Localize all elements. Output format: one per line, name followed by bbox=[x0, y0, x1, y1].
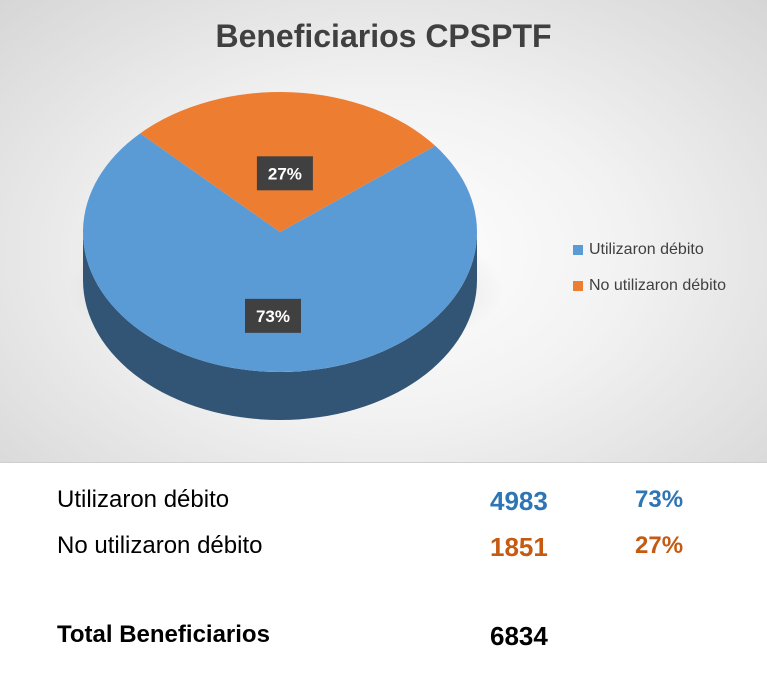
chart-title: Beneficiarios CPSPTF bbox=[215, 18, 552, 54]
summary-label: No utilizaron débito bbox=[57, 532, 263, 559]
legend-label-utilizaron: Utilizaron débito bbox=[589, 241, 704, 258]
legend-swatch-no-utilizaron bbox=[573, 281, 583, 291]
pie-side-0 bbox=[83, 232, 477, 420]
total-value: 6834 bbox=[490, 621, 548, 651]
data-label-1: 27% bbox=[256, 156, 313, 191]
svg-text:73%: 73% bbox=[256, 307, 290, 326]
summary-count: 1851 bbox=[490, 532, 548, 562]
total-label: Total Beneficiarios bbox=[57, 621, 270, 648]
summary-total-row: Total Beneficiarios 6834 bbox=[0, 621, 767, 661]
summary-percent: 27% bbox=[635, 532, 684, 559]
data-label-0: 73% bbox=[244, 298, 301, 333]
pie-chart: 73% 27% bbox=[67, 91, 505, 420]
summary-percent: 73% bbox=[635, 486, 684, 513]
summary-count: 4983 bbox=[490, 486, 548, 516]
chart-legend: Utilizaron débito No utilizaron débito bbox=[573, 232, 726, 304]
svg-text:27%: 27% bbox=[268, 164, 302, 183]
chart-area: Beneficiarios CPSPTF 73% 27% Utilizaron d… bbox=[0, 0, 767, 463]
legend-swatch-utilizaron bbox=[573, 245, 583, 255]
summary-row-utilizaron: Utilizaron débito 4983 73% bbox=[0, 486, 767, 526]
legend-item-no-utilizaron: No utilizaron débito bbox=[573, 268, 726, 304]
legend-label-no-utilizaron: No utilizaron débito bbox=[589, 277, 726, 294]
summary-label: Utilizaron débito bbox=[57, 486, 230, 513]
legend-item-utilizaron: Utilizaron débito bbox=[573, 232, 726, 268]
summary-row-no-utilizaron: No utilizaron débito 1851 27% bbox=[0, 532, 767, 572]
pie-slice-0 bbox=[83, 133, 478, 373]
